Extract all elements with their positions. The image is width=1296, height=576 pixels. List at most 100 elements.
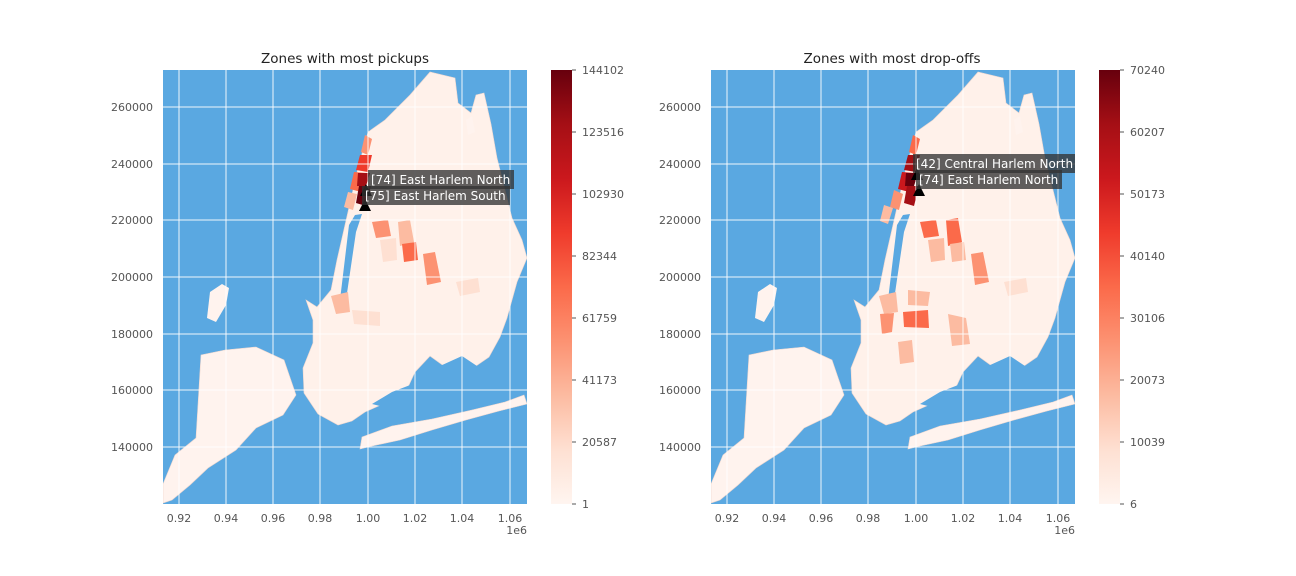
zone-polygon xyxy=(904,186,919,206)
x-gridlines xyxy=(726,70,1059,504)
annotation: [42] Central Harlem North xyxy=(911,154,1075,180)
east-river-water xyxy=(888,214,910,300)
island-land xyxy=(1014,116,1023,135)
x-tick-label: 0.92 xyxy=(167,512,192,525)
y-tick-label: 140000 xyxy=(659,441,701,454)
colorbar-tick-label: 20587 xyxy=(582,436,617,449)
zone-polygon xyxy=(361,135,372,155)
x-tick-label: 0.94 xyxy=(214,512,239,525)
x-tick-label: 1.00 xyxy=(356,512,381,525)
colorbar-tick-label: 20073 xyxy=(1130,374,1165,387)
chart-title: Zones with most pickups xyxy=(261,51,429,67)
x-tick-label: 1.04 xyxy=(998,512,1023,525)
colorbar-tick-label: 123516 xyxy=(582,126,624,139)
zone-polygon xyxy=(909,135,920,155)
x-tick-label: 0.96 xyxy=(261,512,286,525)
y-tick-label: 260000 xyxy=(659,101,701,114)
x-tick-label: 1.00 xyxy=(904,512,929,525)
annotation-label: [42] Central Harlem North xyxy=(916,157,1073,171)
annotation-label: [74] East Harlem North xyxy=(371,173,510,187)
island-land xyxy=(755,284,777,322)
x-tick-label: 0.98 xyxy=(308,512,333,525)
annotation: [75] East Harlem South xyxy=(359,186,510,211)
island-land xyxy=(207,284,229,322)
staten-island-land xyxy=(711,346,845,504)
zone-polygon xyxy=(946,218,962,246)
rockaway-land xyxy=(907,394,1075,450)
x-tick-label: 0.92 xyxy=(715,512,740,525)
zone-polygon xyxy=(357,173,370,186)
colorbar-tick-label: 1 xyxy=(582,498,589,511)
x-tick-label: 0.94 xyxy=(762,512,787,525)
zone-polygon xyxy=(920,220,939,238)
y-tick-label: 260000 xyxy=(111,101,153,114)
colorbar-tick-label: 70240 xyxy=(1130,64,1165,77)
colorbar-tick-label: 144102 xyxy=(582,64,624,77)
east-river-water xyxy=(340,214,362,300)
zone-polygon xyxy=(880,313,894,334)
island-land xyxy=(466,116,475,135)
zone-polygon xyxy=(890,190,903,210)
chart-title: Zones with most drop-offs xyxy=(803,51,980,67)
zone-polygon xyxy=(372,220,391,238)
annotation-label: [75] East Harlem South xyxy=(365,189,506,203)
y-tick-label: 160000 xyxy=(111,384,153,397)
colorbar-tick-label: 60207 xyxy=(1130,126,1165,139)
annotation-label-box xyxy=(916,170,1062,189)
colorbar-tick-label: 40140 xyxy=(1130,250,1165,263)
zone-polygon xyxy=(948,314,970,346)
annotation: [74] East Harlem North xyxy=(360,170,514,196)
y-axis-ticks: 260000 240000 220000 200000 180000 16000… xyxy=(659,101,701,454)
y-tick-label: 240000 xyxy=(111,158,153,171)
x-tick-label: 1.06 xyxy=(1046,512,1071,525)
y-tick-label: 200000 xyxy=(659,271,701,284)
y-tick-label: 180000 xyxy=(659,328,701,341)
zone-polygon xyxy=(879,292,898,314)
annotation-label-box xyxy=(362,186,510,205)
x-tick-label: 1.06 xyxy=(498,512,523,525)
y-tick-label: 140000 xyxy=(111,441,153,454)
zone-polygon xyxy=(398,220,414,246)
y-tick-label: 180000 xyxy=(111,328,153,341)
zone-polygon xyxy=(344,192,357,210)
x-tick-label: 1.02 xyxy=(951,512,976,525)
y-tick-label: 200000 xyxy=(111,271,153,284)
y-tick-label: 220000 xyxy=(659,214,701,227)
jamaica-bay-water xyxy=(372,356,480,410)
annotation-label-box xyxy=(913,154,1075,173)
annotation-label-box xyxy=(368,170,514,189)
zone-polygon xyxy=(898,340,914,364)
y-tick-label: 160000 xyxy=(659,384,701,397)
colorbar-tick-label: 30106 xyxy=(1130,312,1165,325)
y-axis-ticks: 260000 240000 220000 200000 180000 16000… xyxy=(111,101,153,454)
colorbar-tick-label: 82344 xyxy=(582,250,617,263)
x-tick-label: 1.02 xyxy=(403,512,428,525)
jamaica-bay-water xyxy=(920,356,1028,410)
zone-polygon xyxy=(402,242,418,262)
x-tick-label: 0.96 xyxy=(809,512,834,525)
x-offset-label: 1e6 xyxy=(506,524,527,537)
x-axis-ticks: 0.92 0.94 0.96 0.98 1.00 1.02 1.04 1.06 … xyxy=(167,512,527,537)
zone-polygon xyxy=(352,310,380,326)
x-tick-label: 1.04 xyxy=(450,512,475,525)
colorbar-tick-label: 50173 xyxy=(1130,188,1165,201)
pickups-map-panel: Zones with most pickups xyxy=(111,51,624,537)
annotation-marker xyxy=(913,184,925,196)
x-tick-label: 0.98 xyxy=(856,512,881,525)
zone-polygon xyxy=(380,238,397,262)
colorbar-tick-label: 10039 xyxy=(1130,436,1165,449)
zone-polygon xyxy=(908,290,930,306)
x-axis-ticks: 0.92 0.94 0.96 0.98 1.00 1.02 1.04 1.06 … xyxy=(715,512,1075,537)
colorbar-tick-label: 61759 xyxy=(582,312,617,325)
y-gridlines xyxy=(163,106,527,448)
zone-polygon xyxy=(331,292,350,314)
staten-island-land xyxy=(163,346,297,504)
colorbar: 70240 60207 50173 40140 30106 20073 1003… xyxy=(1099,64,1165,511)
colorbar-gradient xyxy=(551,70,572,504)
x-offset-label: 1e6 xyxy=(1054,524,1075,537)
x-gridlines xyxy=(178,70,511,504)
annotation: [74] East Harlem North xyxy=(913,170,1062,196)
colorbar: 144102 123516 102930 82344 61759 41173 2… xyxy=(551,64,624,511)
colorbar-tick-label: 102930 xyxy=(582,188,624,201)
